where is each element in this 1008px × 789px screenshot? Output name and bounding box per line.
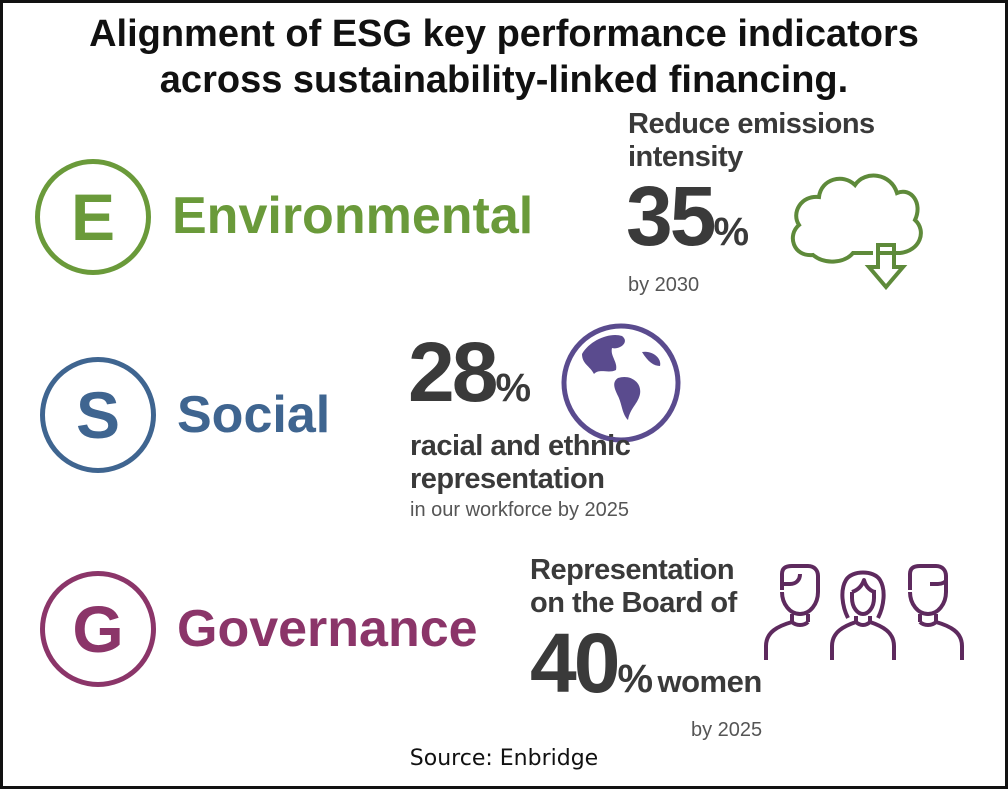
globe-icon xyxy=(561,323,681,443)
social-badge: S xyxy=(40,357,156,473)
governance-badge: G xyxy=(40,571,156,687)
environmental-label: Environmental xyxy=(172,187,534,245)
environmental-letter: E xyxy=(70,180,116,254)
social-letter: S xyxy=(75,378,121,452)
governance-value: 40% women xyxy=(530,621,762,717)
governance-suffix: women xyxy=(657,664,762,699)
environmental-kpi-line-1: Reduce emissions xyxy=(628,108,875,140)
people-icon xyxy=(764,564,964,660)
governance-note: by 2025 xyxy=(691,719,763,741)
title-line-1: Alignment of ESG key performance indicat… xyxy=(89,13,919,55)
governance-number: 40 xyxy=(530,616,620,710)
environmental-note: by 2030 xyxy=(628,274,700,296)
social-kpi-line-1: racial and ethnic xyxy=(410,430,631,462)
environmental-unit: % xyxy=(713,210,750,254)
source-caption: Source: Enbridge xyxy=(409,746,599,771)
social-note: in our workforce by 2025 xyxy=(410,499,630,521)
cloud-down-arrow-icon xyxy=(790,173,923,290)
social-unit: % xyxy=(495,366,532,410)
governance-label: Governance xyxy=(177,600,478,658)
social-label: Social xyxy=(177,386,331,444)
governance-kpi-line-2: on the Board of xyxy=(530,587,737,619)
governance-kpi-line-1: Representation xyxy=(530,554,735,586)
environmental-badge: E xyxy=(35,159,151,275)
social-value: 28% xyxy=(408,330,531,426)
environmental-kpi-line-2: intensity xyxy=(628,141,743,173)
environmental-value: 35% xyxy=(626,174,749,270)
social-kpi-line-2: representation xyxy=(410,463,605,495)
title-line-2: across sustainability-linked financing. xyxy=(159,59,849,101)
governance-unit: % xyxy=(617,657,654,701)
social-number: 28 xyxy=(408,325,498,419)
environmental-number: 35 xyxy=(626,169,716,263)
governance-letter: G xyxy=(72,592,124,666)
